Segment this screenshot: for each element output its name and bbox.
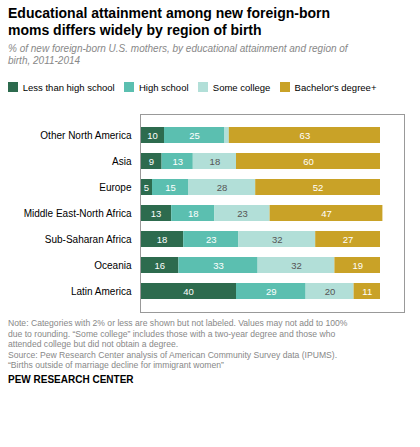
svg-text:25: 25: [189, 130, 200, 141]
svg-text:18: 18: [188, 208, 199, 219]
svg-text:Oceania: Oceania: [94, 260, 132, 271]
svg-text:Latin America: Latin America: [71, 286, 132, 297]
svg-text:Other North America: Other North America: [40, 130, 132, 141]
svg-text:18: 18: [157, 234, 168, 245]
svg-text:5: 5: [144, 182, 149, 193]
svg-text:29: 29: [266, 286, 277, 297]
svg-text:40: 40: [183, 286, 194, 297]
svg-text:9: 9: [149, 156, 154, 167]
svg-text:19: 19: [352, 260, 363, 271]
html-text:High school: High school: [138, 81, 189, 93]
svg-text:10: 10: [147, 130, 158, 141]
svg-text:63: 63: [300, 130, 311, 141]
svg-text:Europe: Europe: [99, 182, 132, 193]
svg-text:23: 23: [237, 208, 248, 219]
html-text:% of new foreign-born U.S. mot: % of new foreign-born U.S. mothers, by e…: [8, 42, 348, 67]
svg-text:47: 47: [321, 208, 332, 219]
svg-text:32: 32: [291, 260, 302, 271]
svg-text:Sub-Saharan Africa: Sub-Saharan Africa: [45, 234, 132, 245]
svg-text:15: 15: [165, 182, 176, 193]
svg-text:27: 27: [343, 234, 354, 245]
svg-text:11: 11: [362, 286, 372, 297]
html-text:PEW RESEARCH CENTER: PEW RESEARCH CENTER: [8, 373, 134, 385]
html-text:Bachelor's degree+: Bachelor's degree+: [294, 81, 377, 93]
svg-text:18: 18: [210, 156, 221, 167]
svg-text:20: 20: [325, 286, 336, 297]
svg-text:60: 60: [303, 156, 314, 167]
svg-text:13: 13: [172, 156, 183, 167]
svg-text:32: 32: [272, 234, 283, 245]
svg-text:33: 33: [213, 260, 224, 271]
svg-text:23: 23: [206, 234, 217, 245]
svg-text:28: 28: [217, 182, 228, 193]
html-text:Less than high school: Less than high school: [22, 81, 115, 93]
svg-text:52: 52: [313, 182, 324, 193]
html-text:Note: Categories with 2% or le: Note: Categories with 2% or less are sho…: [8, 318, 348, 371]
html-text:Some college: Some college: [212, 81, 271, 93]
svg-text:13: 13: [151, 208, 162, 219]
svg-text:16: 16: [154, 260, 165, 271]
svg-text:Middle East-North Africa: Middle East-North Africa: [24, 208, 132, 219]
html-text:Educational attainment among n: Educational attainment among new foreign…: [8, 5, 330, 38]
svg-text:Asia: Asia: [112, 156, 132, 167]
